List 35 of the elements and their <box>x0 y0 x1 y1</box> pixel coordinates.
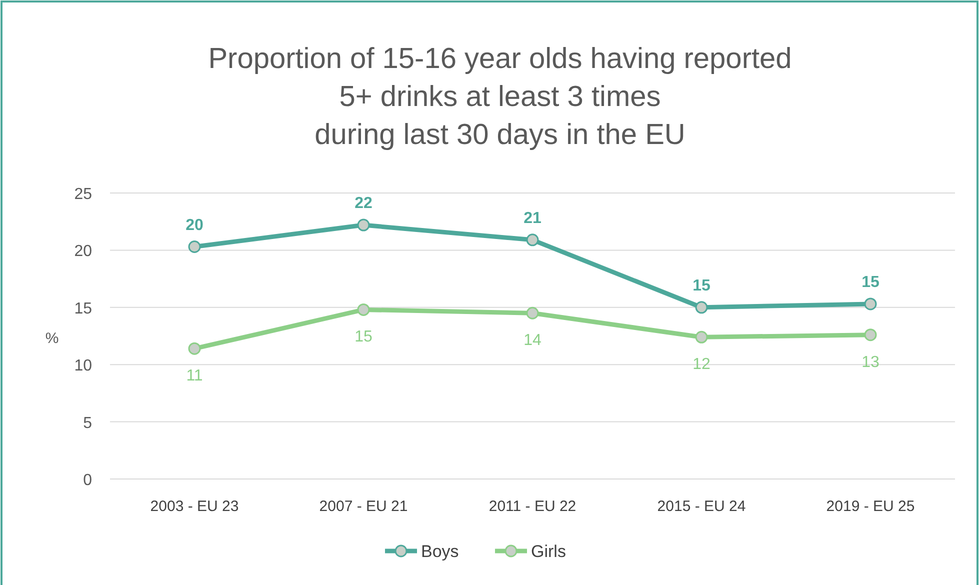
point <box>526 306 539 320</box>
y-tick-label: 15 <box>74 300 92 318</box>
y-tick-label: 5 <box>83 414 92 432</box>
data-label: 21 <box>524 210 542 227</box>
y-tick-label: 0 <box>83 472 92 489</box>
y-axis-title: % <box>45 330 59 347</box>
point <box>188 342 201 355</box>
point <box>864 298 877 310</box>
x-tick-label: 2007 - EU 21 <box>319 498 408 515</box>
point <box>188 240 201 254</box>
data-label: 14 <box>524 332 542 350</box>
data-label: 11 <box>186 368 203 385</box>
legend-label: Girls <box>531 542 566 561</box>
point <box>526 234 539 246</box>
point <box>695 330 708 344</box>
y-tick-label: 25 <box>74 186 92 203</box>
point <box>357 218 370 232</box>
legend-label: Boys <box>421 542 459 561</box>
x-tick-label: 2015 - EU 24 <box>657 498 746 515</box>
x-tick-label: 2019 - EU 25 <box>826 498 915 515</box>
point <box>864 328 877 342</box>
data-label: 15 <box>862 274 880 291</box>
data-label: 15 <box>692 277 710 294</box>
data-label: 22 <box>354 195 372 212</box>
x-tick-label: 2003 - EU 23 <box>150 498 239 515</box>
data-label: 20 <box>186 216 204 234</box>
point <box>695 301 708 314</box>
y-tick-label: 10 <box>74 358 92 375</box>
x-tick-label: 2011 - EU 22 <box>488 498 576 515</box>
point <box>357 303 370 316</box>
chart-title: Proportion of 15-16 year olds having reported 5+ drinks at least 3 times during last 30 days in the EU <box>208 43 792 151</box>
y-tick-label: 20 <box>74 243 92 260</box>
data-label: 13 <box>862 354 880 371</box>
data-label: 15 <box>354 328 372 346</box>
data-label: 12 <box>692 356 710 374</box>
